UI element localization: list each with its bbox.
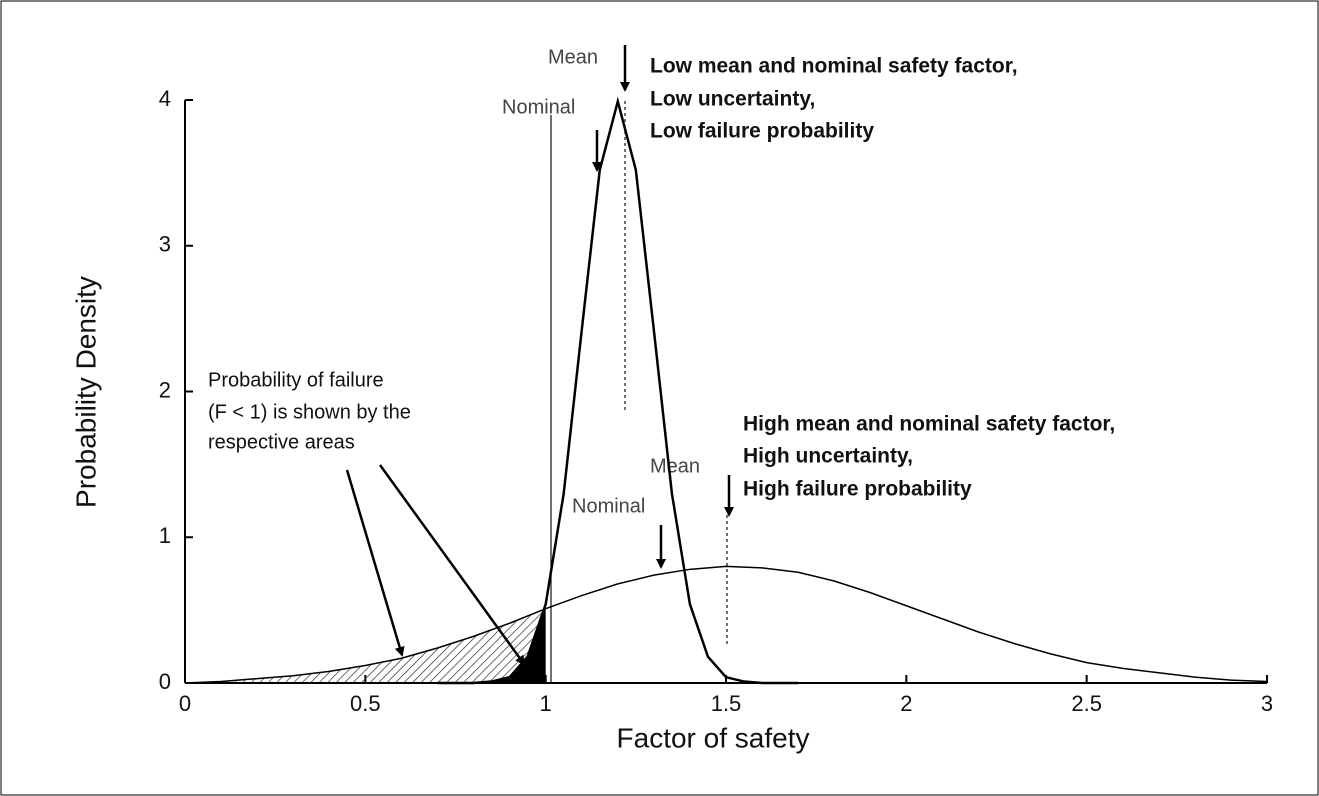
annotation: Low failure probability <box>650 120 874 143</box>
annotation: Nominal <box>572 495 645 517</box>
x-tick-label: 2.5 <box>1071 691 1102 716</box>
y-axis-label: Probability Density <box>70 276 101 508</box>
x-tick-label: 0 <box>179 691 191 716</box>
arrow <box>345 469 405 657</box>
y-tick-label: 0 <box>159 669 171 694</box>
y-tick-label: 2 <box>159 377 171 402</box>
x-tick-label: 1.5 <box>711 691 742 716</box>
curve <box>184 565 1268 684</box>
failure-area <box>437 604 546 683</box>
annotation: Low mean and nominal safety factor, <box>650 55 1018 78</box>
annotation: (F < 1) is shown by the <box>208 401 411 423</box>
y-tick-label: 4 <box>159 86 171 111</box>
failure-area <box>185 608 546 683</box>
y-tick-label: 1 <box>159 523 171 548</box>
annotation: respective areas <box>208 431 355 453</box>
annotation: High mean and nominal safety factor, <box>743 413 1115 436</box>
annotation: High failure probability <box>743 478 972 501</box>
x-tick-label: 2 <box>900 691 912 716</box>
annotation: Low uncertainty, <box>650 88 815 111</box>
x-tick-label: 0.5 <box>350 691 381 716</box>
annotation: High uncertainty, <box>743 445 913 468</box>
annotation: Nominal <box>502 96 575 118</box>
x-tick-label: 1 <box>540 691 552 716</box>
y-tick-label: 3 <box>159 232 171 257</box>
annotation: Mean <box>548 46 598 68</box>
annotation: Mean <box>650 455 700 477</box>
curve <box>437 96 799 685</box>
annotation: Probability of failure <box>208 369 384 391</box>
x-tick-label: 3 <box>1261 691 1273 716</box>
x-axis-label: Factor of safety <box>617 722 810 753</box>
